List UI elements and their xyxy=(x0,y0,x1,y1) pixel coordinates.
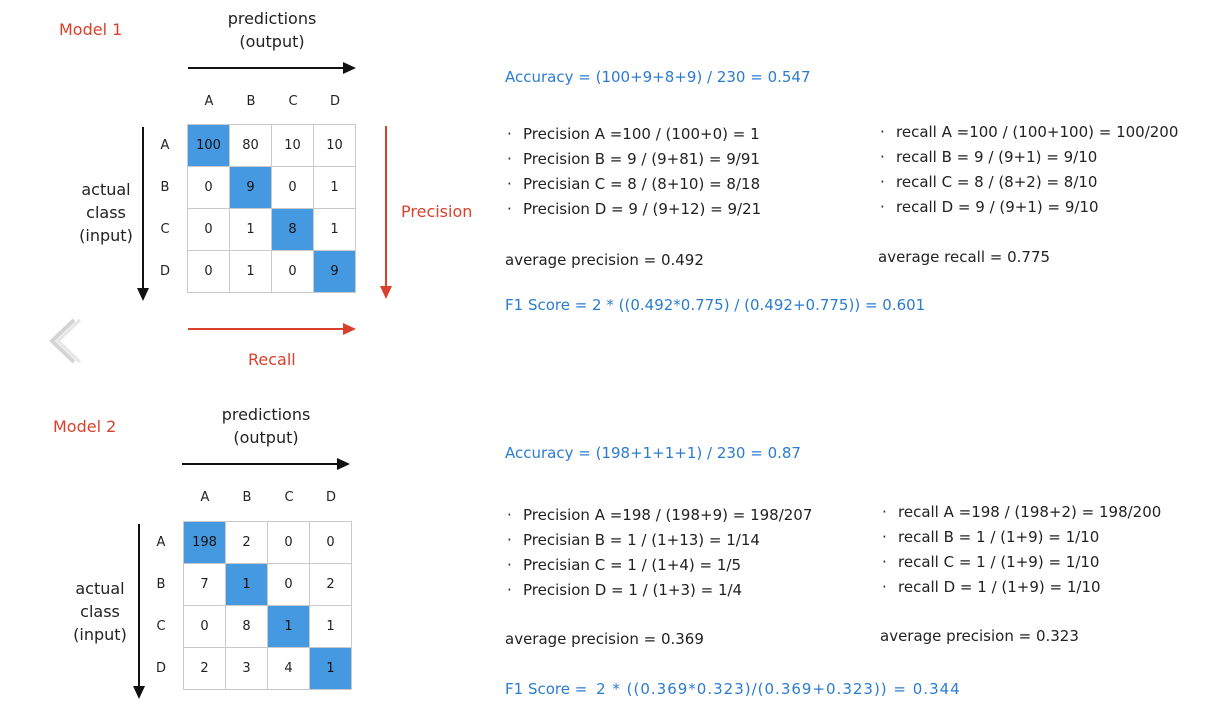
model2-f1-score: F1 Score = 2 * ((0.369*0.323)/(0.369+0.3… xyxy=(505,680,961,698)
model1-f1-score: F1 Score = 2 * ((0.492*0.775) / (0.492+0… xyxy=(505,296,926,314)
model1-predictions-arrow xyxy=(188,62,356,74)
matrix-cell: 1 xyxy=(230,251,272,293)
list-item: · Precisian B = 1 / (1+13) = 1/14 xyxy=(507,531,760,549)
matrix-cell: 0 xyxy=(184,606,226,648)
matrix-cell: 100 xyxy=(188,125,230,167)
col-header: D xyxy=(325,490,336,505)
row-header: D xyxy=(159,264,170,279)
list-item: · recall C = 8 / (8+2) = 8/10 xyxy=(880,173,1098,191)
row-header: D xyxy=(155,661,166,676)
list-item: · Precision B = 9 / (9+81) = 9/91 xyxy=(507,150,760,168)
col-header: B xyxy=(246,94,256,109)
model1-recall-arrow xyxy=(188,323,356,335)
list-item: · Precision D = 1 / (1+3) = 1/4 xyxy=(507,581,743,599)
matrix-cell: 1 xyxy=(310,606,352,648)
matrix-cell: 9 xyxy=(314,251,356,293)
matrix-cell: 1 xyxy=(314,167,356,209)
model1-actual-arrow xyxy=(137,127,149,301)
list-item: · recall D = 9 / (9+1) = 9/10 xyxy=(880,198,1099,216)
matrix-cell: 10 xyxy=(314,125,356,167)
col-header: B xyxy=(242,490,252,505)
list-item: · Precisian C = 1 / (1+4) = 1/5 xyxy=(507,556,742,574)
matrix-cell: 0 xyxy=(310,522,352,564)
model1-average-precision: average precision = 0.492 xyxy=(505,251,704,269)
model1-predictions-title: predictions (output) xyxy=(227,9,317,51)
model1-confusion-matrix: 100 80 10 10 0 9 0 1 0 1 8 1 0 1 0 9 xyxy=(187,124,356,293)
col-header: D xyxy=(329,94,340,109)
model2-precision-list: · Precision A =198 / (198+9) = 198/207 · P… xyxy=(507,503,812,603)
model2-predictions-title: predictions (output) xyxy=(221,405,311,447)
matrix-cell: 0 xyxy=(268,522,310,564)
matrix-cell: 1 xyxy=(226,564,268,606)
matrix-cell: 80 xyxy=(230,125,272,167)
model1-accuracy: Accuracy = (100+9+8+9) / 230 = 0.547 xyxy=(505,68,811,86)
matrix-cell: 1 xyxy=(268,606,310,648)
row-header: A xyxy=(160,138,170,153)
list-item: · recall A =198 / (198+2) = 198/200 xyxy=(882,503,1162,521)
list-item: · recall A =100 / (100+100) = 100/200 xyxy=(880,123,1179,141)
model2-confusion-matrix: 198 2 0 0 7 1 0 2 0 8 1 1 2 3 4 1 xyxy=(183,521,352,690)
matrix-cell: 2 xyxy=(310,564,352,606)
matrix-cell: 8 xyxy=(226,606,268,648)
model1-label: Model 1 xyxy=(59,20,123,39)
col-header: A xyxy=(200,490,210,505)
matrix-cell: 9 xyxy=(230,167,272,209)
matrix-cell: 0 xyxy=(188,209,230,251)
model1-recall-label: Recall xyxy=(248,350,296,369)
model2-col-headers: A B C D xyxy=(184,490,352,505)
list-item: · recall D = 1 / (1+9) = 1/10 xyxy=(882,578,1101,596)
matrix-cell: 0 xyxy=(272,167,314,209)
model2-average-precision-2: average precision = 0.323 xyxy=(880,627,1079,645)
matrix-cell: 2 xyxy=(184,648,226,690)
matrix-cell: 0 xyxy=(272,251,314,293)
model1-precision-list: · Precision A =100 / (100+0) = 1 · Precisi… xyxy=(507,122,761,222)
matrix-cell: 0 xyxy=(268,564,310,606)
row-header: C xyxy=(156,619,166,634)
matrix-cell: 3 xyxy=(226,648,268,690)
list-item: · Precision D = 9 / (9+12) = 9/21 xyxy=(507,200,762,218)
row-header: C xyxy=(160,222,170,237)
col-header: C xyxy=(288,94,298,109)
matrix-cell: 8 xyxy=(272,209,314,251)
list-item: · Precisian C = 8 / (8+10) = 8/18 xyxy=(507,175,761,193)
model1-col-headers: A B C D xyxy=(188,94,356,109)
matrix-cell: 2 xyxy=(226,522,268,564)
col-header: A xyxy=(204,94,214,109)
list-item: · recall C = 1 / (1+9) = 1/10 xyxy=(882,553,1100,571)
matrix-cell: 0 xyxy=(188,167,230,209)
list-item: · recall B = 1 / (1+9) = 1/10 xyxy=(882,528,1100,546)
row-header: A xyxy=(156,535,166,550)
model1-average-recall: average recall = 0.775 xyxy=(878,248,1051,266)
model2-predictions-arrow xyxy=(182,458,350,470)
f1-label: F1 Score = xyxy=(505,680,588,698)
model2-accuracy: Accuracy = (198+1+1+1) / 230 = 0.87 xyxy=(505,444,801,462)
list-item: · Precision A =100 / (100+0) = 1 xyxy=(507,125,760,143)
model1-actual-label: actual class (input) xyxy=(79,180,133,245)
model2-recall-list: · recall A =198 / (198+2) = 198/200 · reca… xyxy=(882,500,1161,600)
matrix-cell: 1 xyxy=(310,648,352,690)
matrix-cell: 1 xyxy=(230,209,272,251)
model2-label: Model 2 xyxy=(53,417,117,436)
row-header: B xyxy=(156,577,166,592)
model1-precision-arrow xyxy=(380,126,392,299)
f1-value: 2 * ((0.369*0.323)/(0.369+0.323)) = 0.34… xyxy=(596,680,961,698)
list-item: · recall B = 9 / (9+1) = 9/10 xyxy=(880,148,1098,166)
matrix-cell: 198 xyxy=(184,522,226,564)
matrix-cell: 4 xyxy=(268,648,310,690)
col-header: C xyxy=(284,490,294,505)
list-item: · Precision A =198 / (198+9) = 198/207 xyxy=(507,506,813,524)
model1-recall-list: · recall A =100 / (100+100) = 100/200 · re… xyxy=(880,120,1178,220)
matrix-cell: 0 xyxy=(188,251,230,293)
model2-actual-arrow xyxy=(133,524,145,699)
matrix-cell: 10 xyxy=(272,125,314,167)
model2-average-precision: average precision = 0.369 xyxy=(505,630,704,648)
matrix-cell: 1 xyxy=(314,209,356,251)
model1-precision-label: Precision xyxy=(401,202,473,221)
row-header: B xyxy=(160,180,170,195)
model2-actual-label: actual class (input) xyxy=(73,579,127,644)
matrix-cell: 7 xyxy=(184,564,226,606)
chevron-left-icon[interactable] xyxy=(44,316,84,366)
